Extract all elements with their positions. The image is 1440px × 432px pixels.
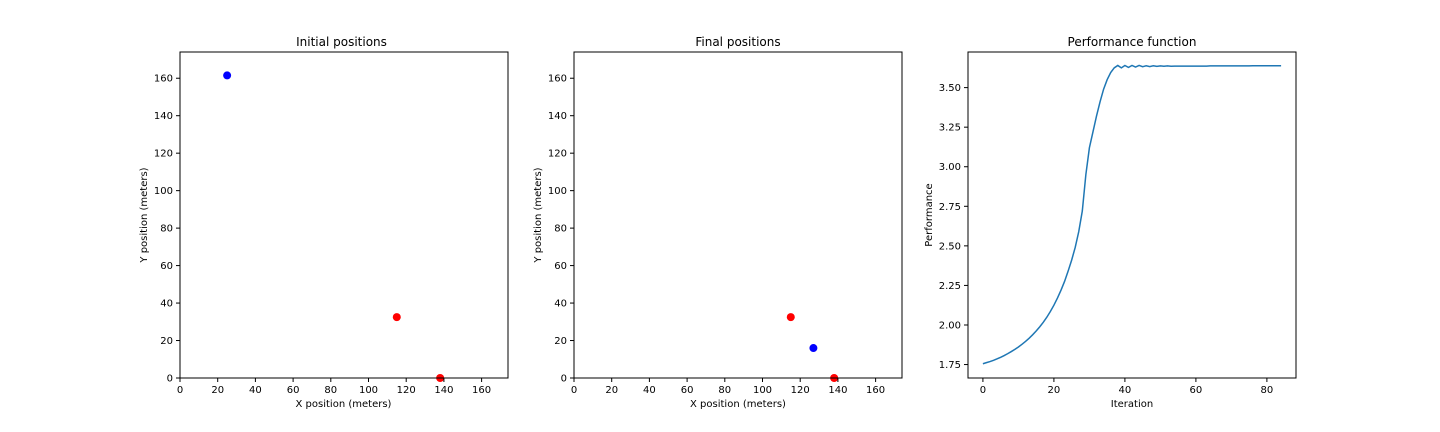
- xlabel-initial-positions: X position (meters): [296, 399, 392, 410]
- x-tick-label: 160: [472, 385, 491, 396]
- y-tick-label: 3.50: [939, 83, 961, 94]
- data-point-1-0: [392, 313, 401, 322]
- y-tick-label: 80: [160, 224, 173, 235]
- y-tick-label: 3.00: [939, 162, 961, 173]
- xlabel-performance-function: Iteration: [1111, 399, 1153, 410]
- y-tick-label: 120: [154, 149, 173, 160]
- y-tick-label: 1.75: [939, 360, 961, 371]
- axes-frame: [967, 51, 1297, 379]
- x-tick-label: 40: [1119, 385, 1132, 396]
- x-tick-label: 0: [177, 385, 183, 396]
- x-tick-label: 40: [249, 385, 262, 396]
- ylabel-final-positions: Y position (meters): [533, 167, 544, 263]
- y-tick-label: 80: [554, 224, 567, 235]
- x-tick-label: 60: [1190, 385, 1203, 396]
- y-tick-label: 60: [160, 261, 173, 272]
- y-tick-label: 120: [548, 149, 567, 160]
- data-point-1-0: [786, 313, 795, 322]
- y-tick-label: 160: [548, 74, 567, 85]
- x-tick-label: 0: [571, 385, 577, 396]
- y-tick-label: 160: [154, 74, 173, 85]
- y-tick-label: 0: [561, 374, 567, 385]
- series-line-0: [982, 64, 1282, 365]
- x-tick-label: 140: [828, 385, 847, 396]
- subplot-performance-function: Performance function Iteration Performan…: [924, 35, 1297, 410]
- x-tick-label: 60: [681, 385, 694, 396]
- y-tick-label: 100: [548, 186, 567, 197]
- y-tick-label: 2.50: [939, 241, 961, 252]
- title-initial-positions: Initial positions: [296, 35, 387, 49]
- y-tick-label: 20: [554, 336, 567, 347]
- y-tick-label: 20: [160, 336, 173, 347]
- x-tick-label: 0: [980, 385, 986, 396]
- x-tick-label: 40: [643, 385, 656, 396]
- x-tick-label: 100: [359, 385, 378, 396]
- y-tick-label: 2.25: [939, 281, 961, 292]
- axes-frame: [573, 51, 903, 379]
- y-tick-label: 140: [154, 111, 173, 122]
- x-tick-label: 80: [324, 385, 337, 396]
- x-tick-label: 80: [1261, 385, 1274, 396]
- ylabel-initial-positions: Y position (meters): [139, 167, 150, 263]
- y-tick-label: 2.00: [939, 320, 961, 331]
- y-tick-label: 140: [548, 111, 567, 122]
- y-tick-label: 100: [154, 186, 173, 197]
- y-tick-label: 2.75: [939, 202, 961, 213]
- x-tick-label: 160: [866, 385, 885, 396]
- x-tick-label: 120: [791, 385, 810, 396]
- subplot-final-positions: Final positions X position (meters) Y po…: [533, 35, 903, 410]
- x-tick-label: 20: [605, 385, 618, 396]
- xlabel-final-positions: X position (meters): [690, 399, 786, 410]
- y-tick-label: 3.25: [939, 123, 961, 134]
- data-point-0-0: [809, 344, 818, 353]
- x-tick-label: 80: [718, 385, 731, 396]
- axes-frame: [179, 51, 509, 379]
- x-tick-label: 100: [753, 385, 772, 396]
- y-tick-label: 40: [160, 299, 173, 310]
- subplot-initial-positions: Initial positions X position (meters) Y …: [139, 35, 509, 410]
- x-tick-label: 120: [397, 385, 416, 396]
- x-tick-label: 20: [211, 385, 224, 396]
- title-performance-function: Performance function: [1068, 35, 1197, 49]
- x-tick-label: 60: [287, 385, 300, 396]
- x-tick-label: 20: [1048, 385, 1061, 396]
- data-point-0-0: [223, 71, 232, 80]
- y-tick-label: 60: [554, 261, 567, 272]
- y-tick-label: 0: [167, 374, 173, 385]
- ylabel-performance-function: Performance: [924, 183, 935, 246]
- x-tick-label: 140: [434, 385, 453, 396]
- title-final-positions: Final positions: [695, 35, 780, 49]
- y-tick-label: 40: [554, 299, 567, 310]
